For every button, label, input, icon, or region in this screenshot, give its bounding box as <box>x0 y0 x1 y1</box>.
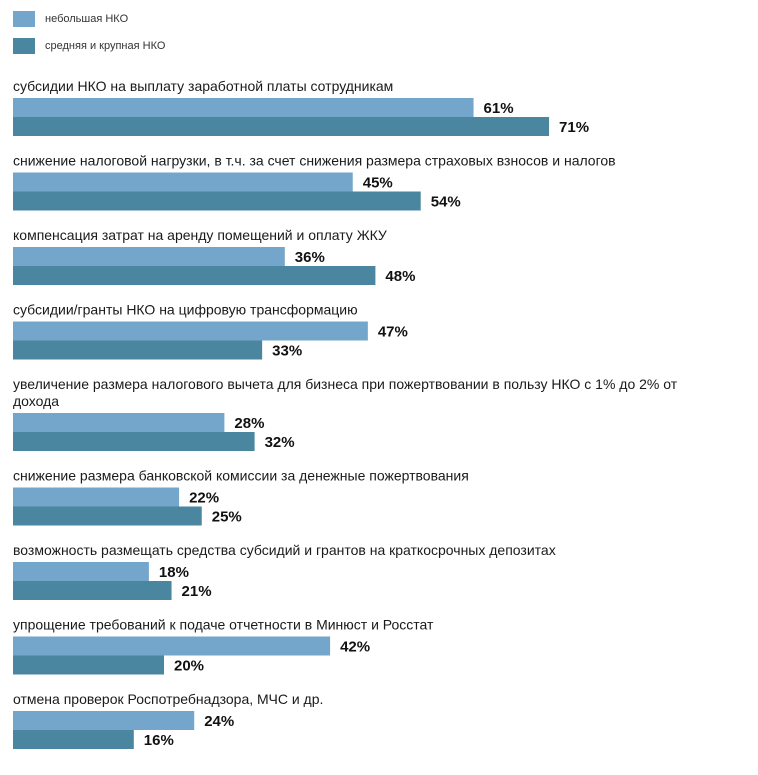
value-label-large: 21% <box>182 583 212 600</box>
value-label-large: 32% <box>265 434 295 451</box>
bar-large <box>13 730 134 749</box>
legend-item-large: средняя и крупная НКО <box>13 36 165 56</box>
bar-small <box>13 413 225 432</box>
value-label-small: 24% <box>204 713 234 730</box>
legend-label-large: средняя и крупная НКО <box>45 40 166 52</box>
value-label-small: 18% <box>159 564 189 581</box>
category-label: снижение налоговой нагрузки, в т.ч. за с… <box>13 153 616 169</box>
value-label-small: 36% <box>295 249 325 266</box>
category-label: увеличение размера налогового вычета для… <box>13 376 678 409</box>
category-label: субсидии/гранты НКО на цифровую трансфор… <box>13 302 358 318</box>
category-label: упрощение требований к подаче отчетности… <box>13 617 434 633</box>
value-label-small: 28% <box>234 415 264 432</box>
value-label-large: 48% <box>385 268 415 285</box>
value-label-small: 47% <box>378 324 408 341</box>
legend: небольшая НКО средняя и крупная НКО <box>13 9 165 63</box>
category-label: субсидии НКО на выплату заработной платы… <box>13 78 393 94</box>
bar-small <box>13 247 285 266</box>
value-label-small: 45% <box>363 175 393 192</box>
category-label: снижение размера банковской комиссии за … <box>13 468 469 484</box>
legend-swatch-small <box>13 11 35 27</box>
value-label-large: 16% <box>144 732 174 749</box>
legend-swatch-large <box>13 38 35 54</box>
bar-small <box>13 636 331 656</box>
category-label: возможность размещать средства субсидий … <box>13 542 556 558</box>
value-label-large: 20% <box>174 658 204 675</box>
value-label-large: 71% <box>559 119 589 136</box>
bar-small <box>13 321 368 341</box>
legend-label-small: небольшая НКО <box>45 13 129 25</box>
value-label-small: 42% <box>340 639 370 656</box>
bar-small <box>13 172 353 192</box>
bar-large <box>13 191 421 211</box>
bar-small <box>13 711 195 730</box>
value-label-large: 25% <box>212 509 242 526</box>
value-label-large: 33% <box>272 343 302 360</box>
bar-large <box>13 581 172 600</box>
category-label: отмена проверок Роспотребнадзора, МЧС и … <box>13 691 323 707</box>
value-label-small: 22% <box>189 490 219 507</box>
bar-small <box>13 487 180 507</box>
category-label: компенсация затрат на аренду помещений и… <box>13 227 387 243</box>
bar-small <box>13 98 474 117</box>
value-label-large: 54% <box>431 194 461 211</box>
bar-large <box>13 340 263 360</box>
legend-item-small: небольшая НКО <box>13 9 165 29</box>
value-label-small: 61% <box>484 100 514 117</box>
bar-large <box>13 117 550 136</box>
bar-large <box>13 432 255 451</box>
bar-small <box>13 562 149 581</box>
bar-large <box>13 266 376 285</box>
bar-large <box>13 655 164 675</box>
bar-large <box>13 506 202 526</box>
